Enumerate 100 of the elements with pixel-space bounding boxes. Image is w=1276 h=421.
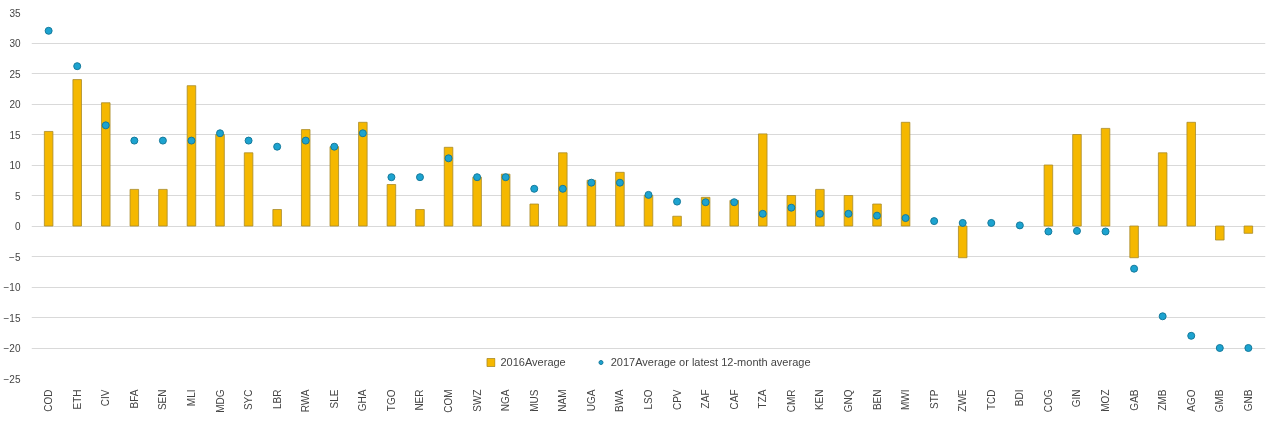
x-tick-label: ZMB <box>1157 389 1169 411</box>
x-tick-label: ZAF <box>700 389 712 409</box>
y-tick-label: 25 <box>9 68 21 80</box>
point <box>1158 312 1167 321</box>
x-tick-label: CAF <box>728 389 740 410</box>
x-tick-label: COD <box>43 389 55 412</box>
point <box>101 121 110 130</box>
x-tick-label: TZA <box>757 389 769 409</box>
point <box>987 218 996 227</box>
point <box>44 26 53 35</box>
bar <box>529 203 539 227</box>
x-tick-label: BDI <box>1014 389 1026 407</box>
point <box>216 129 225 138</box>
x-tick-label: AGO <box>1185 389 1197 412</box>
bar <box>101 102 111 227</box>
point <box>1244 344 1253 352</box>
bar <box>329 146 339 227</box>
point <box>244 136 253 145</box>
x-tick-label: GHA <box>357 389 369 412</box>
x-tick-label: TCD <box>985 389 997 411</box>
bar <box>900 121 911 227</box>
legend-label: 2017Average or latest 12-month average <box>610 356 811 368</box>
bar <box>1072 134 1082 227</box>
x-tick-label: BEN <box>871 389 883 411</box>
bar <box>272 209 282 227</box>
x-tick-label: STP <box>928 389 940 409</box>
x-tick-label: BFA <box>128 389 140 409</box>
x-tick-label: GAB <box>1128 389 1140 411</box>
point <box>1101 227 1110 236</box>
bar <box>1100 128 1111 227</box>
bar <box>443 146 454 227</box>
x-tick-label: CMR <box>785 389 797 413</box>
bar <box>72 79 82 227</box>
point <box>1187 331 1196 340</box>
x-tick-label: LSO <box>643 389 654 410</box>
y-tick-label: −20 <box>3 343 21 354</box>
bar <box>186 85 197 227</box>
point <box>958 218 967 227</box>
bar <box>215 134 225 227</box>
bar <box>301 129 311 227</box>
x-tick-label: SWZ <box>471 389 483 412</box>
point <box>730 198 739 207</box>
x-tick-label: GIN <box>1071 389 1083 408</box>
y-tick-label: 10 <box>9 160 21 171</box>
bar <box>243 152 254 227</box>
y-tick-label: 35 <box>9 7 21 19</box>
point <box>644 190 653 199</box>
y-tick-label: −15 <box>3 312 21 324</box>
bar <box>358 121 368 227</box>
bar <box>958 225 968 259</box>
x-tick-label: BWA <box>614 389 626 412</box>
point <box>673 197 682 206</box>
y-tick-label: 5 <box>14 190 21 202</box>
x-tick-label: ETH <box>71 389 83 410</box>
point <box>758 209 767 218</box>
x-tick-label: CIV <box>100 389 112 407</box>
bar <box>1129 225 1139 259</box>
point <box>701 198 710 207</box>
bar <box>1157 152 1168 227</box>
y-tick-label: 15 <box>9 129 21 141</box>
x-tick-label: UGA <box>585 389 597 412</box>
y-tick-label: 0 <box>14 221 21 232</box>
y-tick-label: −5 <box>9 251 21 263</box>
bar <box>472 176 482 227</box>
x-tick-label: GNQ <box>842 389 854 413</box>
x-tick-label: NER <box>414 389 426 411</box>
point <box>358 129 367 138</box>
point <box>1130 264 1139 273</box>
point <box>1215 344 1224 352</box>
bar <box>1243 225 1254 234</box>
point <box>930 217 939 226</box>
x-tick-label: MDG <box>214 389 226 413</box>
point <box>1072 226 1081 235</box>
point <box>301 136 310 145</box>
x-tick-label: NGA <box>500 389 512 412</box>
legend-label: 2016Average <box>500 356 566 368</box>
x-tick-label: GMB <box>1214 389 1226 413</box>
x-tick-label: MOZ <box>1100 389 1112 412</box>
bar <box>415 209 425 227</box>
bar <box>558 152 568 227</box>
bar <box>758 133 768 227</box>
point <box>530 184 539 193</box>
x-tick-label: LBR <box>271 389 283 409</box>
y-tick-label: −25 <box>3 373 21 385</box>
bar <box>1215 225 1225 241</box>
x-tick-label: NAM <box>557 389 569 412</box>
bar <box>43 131 54 227</box>
point <box>130 136 139 145</box>
point <box>158 136 167 145</box>
point <box>273 142 282 151</box>
bar <box>672 215 682 227</box>
x-tick-label: CPV <box>671 389 683 411</box>
x-tick-label: MUS <box>528 389 540 412</box>
point <box>415 173 424 182</box>
x-tick-label: KEN <box>814 389 826 411</box>
point <box>73 62 82 71</box>
point <box>1044 227 1053 236</box>
point <box>387 173 396 182</box>
x-tick-label: COG <box>1042 389 1054 413</box>
bar <box>1186 121 1196 227</box>
